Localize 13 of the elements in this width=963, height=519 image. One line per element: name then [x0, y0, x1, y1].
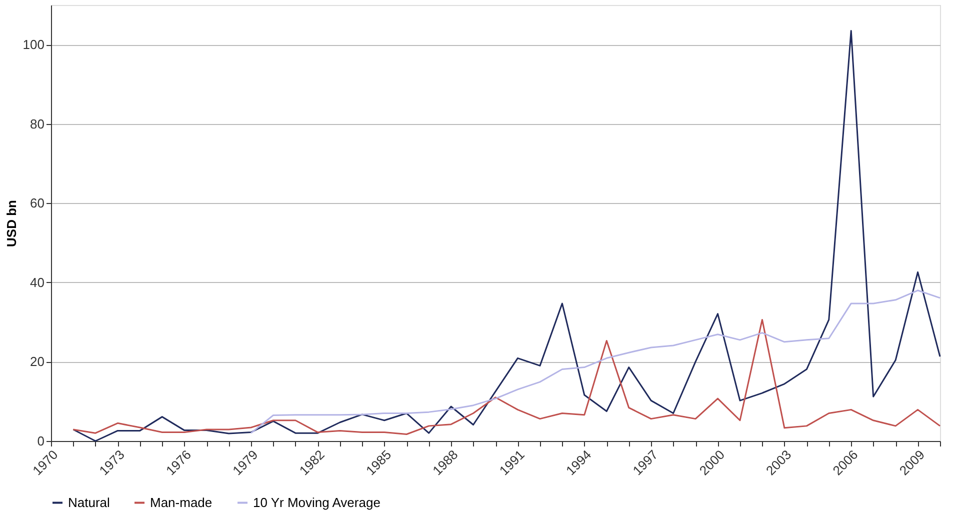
legend-label: Man-made — [150, 494, 212, 510]
legend-label: 10 Yr Moving Average — [253, 494, 380, 510]
line-series — [250, 290, 941, 434]
y-tick-label: 20 — [30, 354, 44, 370]
line-series — [72, 30, 941, 442]
y-tick-label: 80 — [30, 116, 44, 132]
y-tick-label: 60 — [30, 196, 44, 211]
y-tick-label: 0 — [37, 434, 44, 448]
y-tick-label: 40 — [30, 274, 44, 290]
legend-label: Natural — [68, 494, 110, 510]
line-series — [72, 318, 941, 436]
y-tick-label: 100 — [22, 37, 44, 52]
y-axis-title: USD bn — [4, 200, 19, 247]
